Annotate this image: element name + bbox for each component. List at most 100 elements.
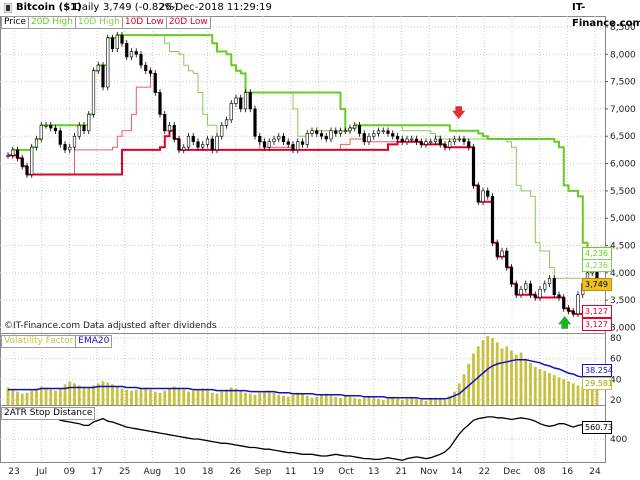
candle-body [505,250,509,268]
x-tick-label: 19 [313,467,325,477]
candle-body [68,146,72,151]
vol-bar [562,379,566,405]
candle-body [462,138,466,143]
vol-bar [505,346,509,405]
vol-bar [248,393,252,405]
candle-body [148,70,153,74]
x-tick-label: 08 [534,467,546,477]
badge-20d-low: 3,127 [582,318,612,331]
candle-body [139,53,143,66]
vol-bar [533,366,537,405]
candle-body [25,166,29,175]
y-tick-label: 8,500 [610,23,636,33]
vol-bar [130,390,133,405]
legend-volatility-factor[interactable]: Volatility Factor [1,335,77,348]
candle-body [334,130,338,134]
ema20-line [8,358,598,400]
x-tick-label: 22 [479,467,490,477]
vol-bar [39,386,43,405]
brand-label: IT-Finance.com [572,2,640,29]
vol-bar [277,394,281,405]
candle-body [125,43,129,58]
series-20d-low-line [8,129,597,315]
candle-body [429,141,433,144]
vol-tick-label: 60 [610,355,622,365]
candle-body [30,146,34,175]
candle-body [471,146,476,186]
candle-body [490,196,495,244]
vol-bar [96,383,100,405]
vol-bar [586,387,589,405]
vol-bar [372,397,376,405]
vol-bar [229,387,233,405]
vol-bar [177,387,181,405]
candle-body [172,125,176,140]
legend-atr-stop[interactable]: 2ATR Stop Distance [1,407,96,420]
candle-body [538,288,542,298]
vol-bar [125,389,129,405]
vol-bar [576,385,580,405]
legend-price[interactable]: Price [1,16,29,29]
candle-body [372,133,376,137]
candle-body [476,185,480,203]
vol-bar [334,396,338,405]
candle-body [353,125,357,129]
vol-tick-label: 40 [610,375,622,385]
candle-body [571,310,575,315]
candle-body [72,135,77,148]
vol-bar [253,394,257,405]
vol-bar [329,395,333,405]
candle-body [329,130,333,140]
candle-body [357,125,362,134]
vol-bar [225,389,228,405]
candle-body [77,125,81,137]
vol-bar [73,383,76,405]
chart-header: Bitcoin ($1) Daily 3,749 (-0.82%) 26-Dec… [0,0,640,29]
candle-body [153,73,157,93]
vol-bar [552,375,556,405]
vol-bar [448,395,452,405]
vol-bar [196,389,200,405]
candle-body [395,135,400,140]
vol-bar [410,397,414,405]
vol-bar [239,390,243,405]
vol-bar [49,389,53,405]
vol-bar [54,390,57,405]
candle-body [391,133,395,137]
legend-10d-high[interactable]: 10D High [74,16,123,29]
candle-body [96,64,100,71]
candle-body [376,130,381,134]
candle-body [191,135,195,143]
vol-bar [510,350,513,405]
candle-body [367,135,371,143]
candle-body [543,283,547,290]
y-tick-label: 3,500 [610,296,636,306]
vol-bar [538,369,542,405]
vol-bar [35,388,38,405]
candle-body [262,141,267,148]
vol-bar [11,389,15,405]
badge-ema20: 38.254 [582,364,613,377]
legend-ema20[interactable]: EMA20 [75,335,113,348]
x-tick-label: 25 [119,467,130,477]
candle-body [457,138,461,141]
candle-body [129,51,134,58]
vol-bar [381,399,385,405]
candle-body [566,308,571,312]
candle-body [277,135,281,140]
vol-bar [210,392,214,405]
legend-20d-high[interactable]: 20D High [27,16,76,29]
legend-20d-low[interactable]: 20D Low [165,16,211,29]
x-tick-label: Sep [255,467,272,477]
candle-body [196,141,200,148]
candle-body [576,294,580,315]
legend-10d-low[interactable]: 10D Low [121,16,167,29]
vol-bar [296,392,300,405]
vol-bar [82,386,86,405]
vol-bar [87,387,91,405]
volatility-legend: Volatility Factor EMA20 [1,335,113,348]
candle-body [514,283,518,296]
x-tick-label: Aug [144,467,162,477]
y-tick-label: 7,500 [610,78,636,88]
candle-body [186,135,191,148]
